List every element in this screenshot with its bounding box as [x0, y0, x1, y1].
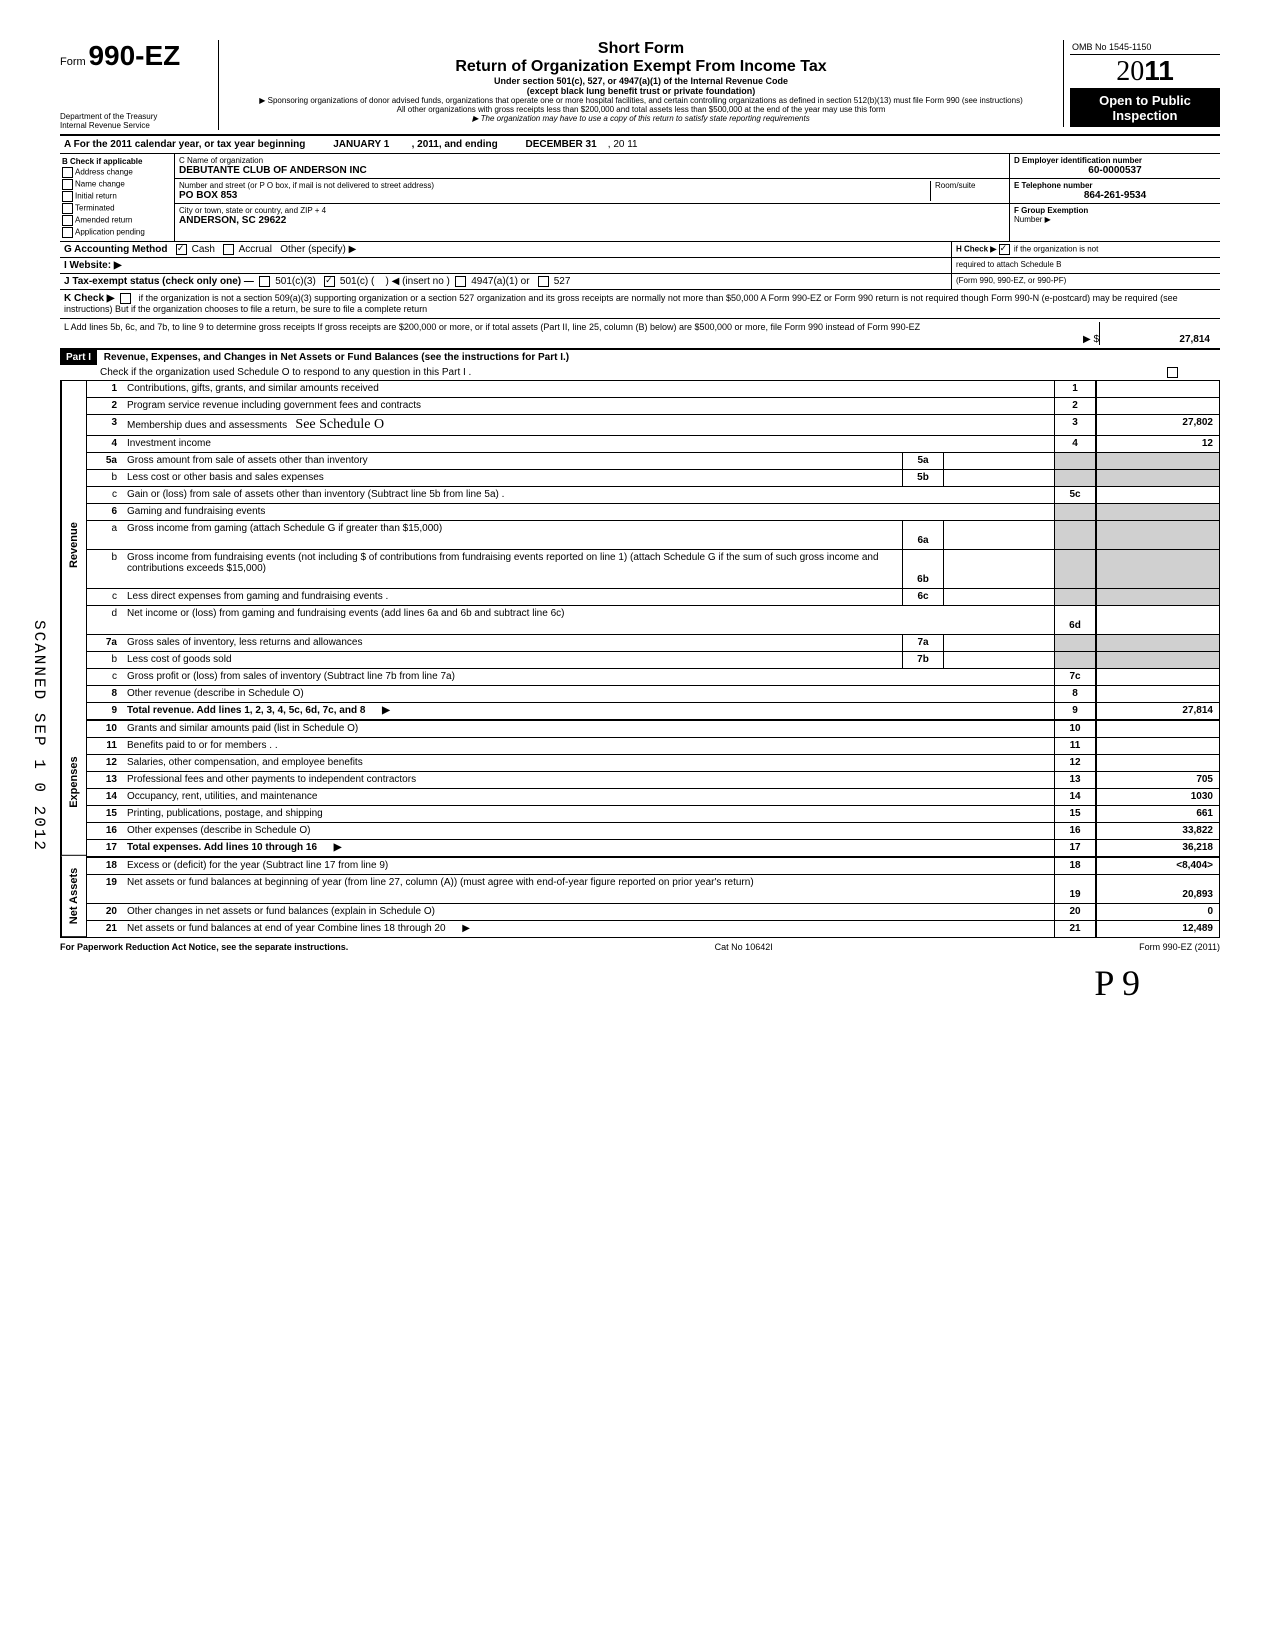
line-3: 3Membership dues and assessments See Sch… [87, 414, 1219, 435]
main-title: Return of Organization Exempt From Incom… [227, 58, 1055, 76]
form-prefix: Form [60, 56, 86, 68]
line-11: 11Benefits paid to or for members . . 11 [87, 737, 1219, 754]
dept-treasury: Department of the Treasury [60, 112, 210, 121]
line-7c: cGross profit or (loss) from sales of in… [87, 668, 1219, 685]
cb-part1-sched-o[interactable] [1167, 367, 1178, 378]
cb-k[interactable] [120, 293, 131, 304]
cb-4947[interactable] [455, 276, 466, 287]
line-8: 8Other revenue (describe in Schedule O) … [87, 685, 1219, 702]
cb-sched-b[interactable] [999, 244, 1010, 255]
ein: 60-0000537 [1014, 165, 1216, 176]
form-number: 990-EZ [88, 40, 180, 71]
line-5b: bLess cost or other basis and sales expe… [87, 469, 1219, 486]
org-info-block: B Check if applicable Address change Nam… [60, 154, 1220, 242]
note3: ▶ The organization may have to use a cop… [227, 114, 1055, 123]
line-9: 9Total revenue. Add lines 1, 2, 3, 4, 5c… [87, 702, 1219, 719]
section-a-tax-year: A For the 2011 calendar year, or tax yea… [60, 136, 1220, 154]
cb-application-pending[interactable]: Application pending [62, 227, 172, 238]
line-6b: bGross income from fundraising events (n… [87, 549, 1219, 588]
line-20: 20Other changes in net assets or fund ba… [87, 903, 1219, 920]
line-1: 1Contributions, gifts, grants, and simil… [87, 381, 1219, 397]
dept-irs: Internal Revenue Service [60, 121, 210, 130]
org-city: ANDERSON, SC 29622 [179, 215, 1005, 226]
subtitle1: Under section 501(c), 527, or 4947(a)(1)… [227, 76, 1055, 86]
part1-header: Part I Revenue, Expenses, and Changes in… [60, 350, 1220, 381]
handwritten-page: P 9 [60, 962, 1220, 1004]
org-address: PO BOX 853 [179, 190, 930, 201]
cb-501c3[interactable] [259, 276, 270, 287]
note2: All other organizations with gross recei… [227, 105, 1055, 114]
section-d-e-f: D Employer identification number 60-0000… [1010, 154, 1220, 241]
line-18: 18Excess or (deficit) for the year (Subt… [87, 856, 1219, 874]
line-12: 12Salaries, other compensation, and empl… [87, 754, 1219, 771]
cb-amended[interactable]: Amended return [62, 215, 172, 226]
line-19: 19Net assets or fund balances at beginni… [87, 874, 1219, 903]
section-c-name: C Name of organization DEBUTANTE CLUB OF… [175, 154, 1010, 241]
line-5a: 5aGross amount from sale of assets other… [87, 452, 1219, 469]
form-number-block: Form 990-EZ Department of the Treasury I… [60, 40, 219, 130]
part1-table: Revenue Expenses Net Assets 1Contributio… [60, 381, 1220, 938]
omb-number: OMB No 1545-1150 [1070, 40, 1220, 55]
right-header-block: OMB No 1545-1150 2011 Open to Public Ins… [1063, 40, 1220, 127]
scanned-stamp: SCANNED SEP 1 0 2012 [30, 620, 48, 852]
gross-receipts: 27,814 [1099, 322, 1216, 345]
line-4: 4Investment income 412 [87, 435, 1219, 452]
line-14: 14Occupancy, rent, utilities, and mainte… [87, 788, 1219, 805]
line-6a: aGross income from gaming (attach Schedu… [87, 520, 1219, 549]
subtitle2: (except black lung benefit trust or priv… [227, 86, 1055, 96]
tax-year: 2011 [1070, 55, 1220, 89]
cb-terminated[interactable]: Terminated [62, 203, 172, 214]
row-g-h: G Accounting Method Cash Accrual Other (… [60, 242, 1220, 258]
cb-name-change[interactable]: Name change [62, 179, 172, 190]
line-5c: cGain or (loss) from sale of assets othe… [87, 486, 1219, 503]
line-6: 6Gaming and fundraising events [87, 503, 1219, 520]
row-i: I Website: ▶ required to attach Schedule… [60, 258, 1220, 274]
cb-accrual[interactable] [223, 244, 234, 255]
open-public: Open to Public Inspection [1070, 89, 1220, 127]
line-10: 10Grants and similar amounts paid (list … [87, 719, 1219, 737]
cb-address-change[interactable]: Address change [62, 167, 172, 178]
line-16: 16Other expenses (describe in Schedule O… [87, 822, 1219, 839]
note1: ▶ Sponsoring organizations of donor advi… [227, 96, 1055, 105]
section-b-checkboxes: B Check if applicable Address change Nam… [60, 154, 175, 241]
side-revenue: Revenue [61, 381, 86, 709]
phone: 864-261-9534 [1014, 190, 1216, 201]
form-header: Form 990-EZ Department of the Treasury I… [60, 40, 1220, 136]
line-13: 13Professional fees and other payments t… [87, 771, 1219, 788]
cb-501c[interactable] [324, 276, 335, 287]
short-form-label: Short Form [227, 40, 1055, 58]
line-6d: dNet income or (loss) from gaming and fu… [87, 605, 1219, 634]
page-footer: For Paperwork Reduction Act Notice, see … [60, 938, 1220, 952]
line-17: 17Total expenses. Add lines 10 through 1… [87, 839, 1219, 856]
cb-initial-return[interactable]: Initial return [62, 191, 172, 202]
section-k: K Check ▶ if the organization is not a s… [60, 290, 1220, 319]
line-2: 2Program service revenue including gover… [87, 397, 1219, 414]
cb-527[interactable] [538, 276, 549, 287]
section-l: L Add lines 5b, 6c, and 7b, to line 9 to… [60, 319, 1220, 350]
row-j: J Tax-exempt status (check only one) — 5… [60, 274, 1220, 290]
title-block: Short Form Return of Organization Exempt… [219, 40, 1063, 123]
side-netassets: Net Assets [61, 856, 86, 937]
org-name: DEBUTANTE CLUB OF ANDERSON INC [179, 165, 1005, 176]
line-21: 21Net assets or fund balances at end of … [87, 920, 1219, 937]
cb-cash[interactable] [176, 244, 187, 255]
line-6c: cLess direct expenses from gaming and fu… [87, 588, 1219, 605]
side-expenses: Expenses [61, 709, 86, 856]
line-7b: bLess cost of goods sold 7b [87, 651, 1219, 668]
line-15: 15Printing, publications, postage, and s… [87, 805, 1219, 822]
line-7a: 7aGross sales of inventory, less returns… [87, 634, 1219, 651]
